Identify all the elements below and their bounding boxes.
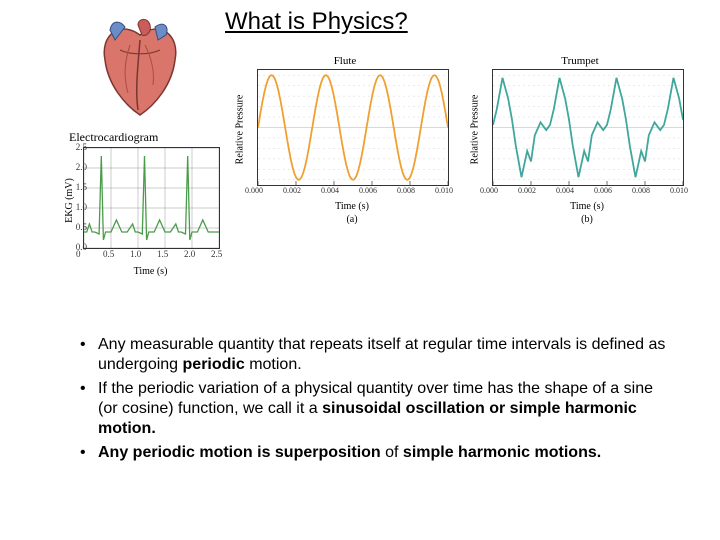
trumpet-plot-area xyxy=(492,69,684,186)
ecg-xtick: 1.5 xyxy=(157,249,168,259)
bullet-item: Any measurable quantity that repeats its… xyxy=(80,335,675,375)
flute-xtick: 0.006 xyxy=(359,186,377,195)
trumpet-xtick: 0.010 xyxy=(670,186,688,195)
ecg-xtick: 2.0 xyxy=(184,249,195,259)
flute-xtick: 0.008 xyxy=(397,186,415,195)
ecg-ytick: 1.5 xyxy=(76,182,87,192)
flute-title: Flute xyxy=(235,55,455,67)
flute-xtick: 0.010 xyxy=(435,186,453,195)
ecg-ytick: 0.5 xyxy=(76,222,87,232)
flute-xtick: 0.004 xyxy=(321,186,339,195)
flute-subplot-label: (a) xyxy=(257,214,447,225)
flute-xlabel: Time (s) xyxy=(257,201,447,212)
bullet-item: Any periodic motion is superposition of … xyxy=(80,443,675,463)
trumpet-xtick: 0.006 xyxy=(594,186,612,195)
trumpet-xtick: 0.000 xyxy=(480,186,498,195)
ecg-xtick: 0.5 xyxy=(103,249,114,259)
trumpet-chart: Trumpet Relative Pressure 0.000 0.002 0.00… xyxy=(470,55,690,225)
trumpet-xlabel: Time (s) xyxy=(492,201,682,212)
ecg-plot-area xyxy=(83,147,220,249)
ecg-title: Electrocardiogram xyxy=(69,130,225,145)
flute-chart: Flute Relative Pressure 0.000 0.002 0.004 0… xyxy=(235,55,455,225)
ecg-xlabel: Time (s) xyxy=(83,266,218,277)
ecg-ylabel: EKG (mV) xyxy=(64,178,75,223)
flute-plot-area xyxy=(257,69,449,186)
trumpet-title: Trumpet xyxy=(470,55,690,67)
flute-ylabel: Relative Pressure xyxy=(234,95,245,165)
ecg-xtick: 1.0 xyxy=(130,249,141,259)
trumpet-xtick: 0.008 xyxy=(632,186,650,195)
trumpet-xtick: 0.004 xyxy=(556,186,574,195)
trumpet-subplot-label: (b) xyxy=(492,214,682,225)
ecg-ytick: 2.5 xyxy=(76,142,87,152)
trumpet-xtick: 0.002 xyxy=(518,186,536,195)
bullet-list: Any measurable quantity that repeats its… xyxy=(55,335,675,467)
ecg-chart: Electrocardiogram EKG (mV) 0.00.51.01.52… xyxy=(55,130,225,270)
ecg-ytick: 1.0 xyxy=(76,202,87,212)
ecg-xtick: 0 xyxy=(76,249,81,259)
bullet-item: If the periodic variation of a physical … xyxy=(80,379,675,439)
heart-illustration xyxy=(90,15,190,120)
flute-xtick: 0.000 xyxy=(245,186,263,195)
ecg-xtick: 2.5 xyxy=(211,249,222,259)
trumpet-ylabel: Relative Pressure xyxy=(469,95,480,165)
ecg-ytick: 2.0 xyxy=(76,162,87,172)
flute-xtick: 0.002 xyxy=(283,186,301,195)
page-title: What is Physics? xyxy=(225,8,408,36)
